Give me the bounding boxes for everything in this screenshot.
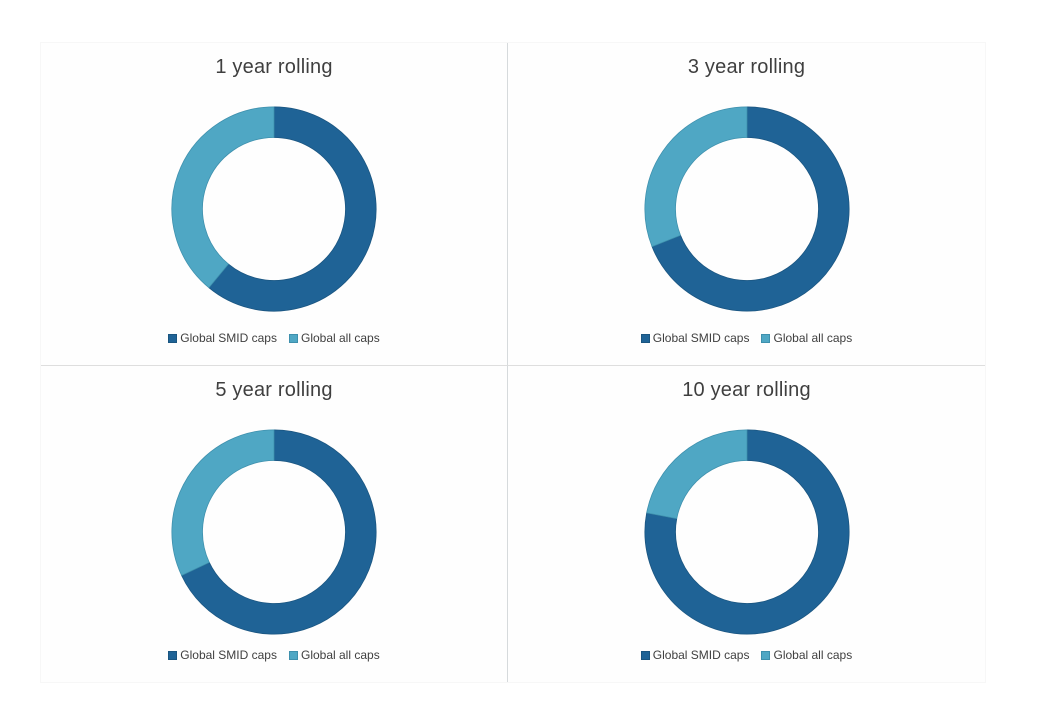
legend-label: Global SMID caps [652, 331, 750, 345]
legend-label: Global SMID caps [180, 648, 277, 662]
legend-item-smid-caps: Global SMID caps [640, 648, 750, 662]
chart-title: 1 year rolling [215, 56, 333, 78]
legend-label: Global all caps [300, 331, 380, 345]
legend-swatch-all-caps-icon [761, 333, 771, 343]
chart-panel-3yr: 3 year rolling Global SMID caps Global a… [507, 43, 985, 365]
legend-label: Global all caps [300, 648, 380, 662]
chart-panel-5yr: 5 year rolling Global SMID caps Global a… [41, 365, 507, 682]
donut-slice [651, 106, 850, 312]
chart-legend: Global SMID caps Global all caps [508, 648, 985, 662]
legend-swatch-smid-caps-icon [640, 650, 650, 660]
legend-swatch-smid-caps-icon [168, 650, 178, 660]
legend-swatch-all-caps-icon [288, 333, 298, 343]
legend-item-all-caps: Global all caps [761, 331, 852, 345]
donut-slice [645, 429, 747, 519]
legend-label: Global SMID caps [180, 331, 277, 345]
legend-item-smid-caps: Global SMID caps [640, 331, 750, 345]
chart-panel-1yr: 1 year rolling Global SMID caps Global a… [41, 43, 507, 365]
legend-swatch-all-caps-icon [761, 650, 771, 660]
legend-item-all-caps: Global all caps [761, 648, 852, 662]
legend-label: Global all caps [773, 648, 853, 662]
legend-item-all-caps: Global all caps [288, 648, 380, 662]
donut-chart-10yr [644, 429, 850, 635]
legend-label: Global all caps [773, 331, 853, 345]
chart-title: 10 year rolling [682, 379, 811, 401]
donut-slice [181, 429, 377, 635]
legend-item-all-caps: Global all caps [288, 331, 380, 345]
chart-panel-10yr: 10 year rolling Global SMID caps Global … [507, 365, 985, 682]
chart-legend: Global SMID caps Global all caps [41, 648, 507, 662]
donut-slice [644, 106, 747, 247]
donut-slice [644, 429, 850, 635]
legend-swatch-smid-caps-icon [640, 333, 650, 343]
legend-swatch-smid-caps-icon [168, 333, 178, 343]
donut-slice [171, 429, 275, 576]
chart-title: 5 year rolling [215, 379, 333, 401]
legend-item-smid-caps: Global SMID caps [168, 331, 277, 345]
legend-swatch-all-caps-icon [288, 650, 298, 660]
chart-title: 3 year rolling [687, 56, 806, 78]
donut-slice [171, 106, 275, 289]
chart-legend: Global SMID caps Global all caps [508, 331, 985, 345]
charts-grid: 1 year rolling Global SMID caps Global a… [40, 42, 986, 683]
legend-item-smid-caps: Global SMID caps [168, 648, 277, 662]
donut-chart-3yr [644, 106, 850, 312]
donut-chart-5yr [171, 429, 377, 635]
legend-label: Global SMID caps [652, 648, 750, 662]
donut-chart-1yr [171, 106, 377, 312]
chart-legend: Global SMID caps Global all caps [41, 331, 507, 345]
donut-slice [208, 106, 377, 312]
